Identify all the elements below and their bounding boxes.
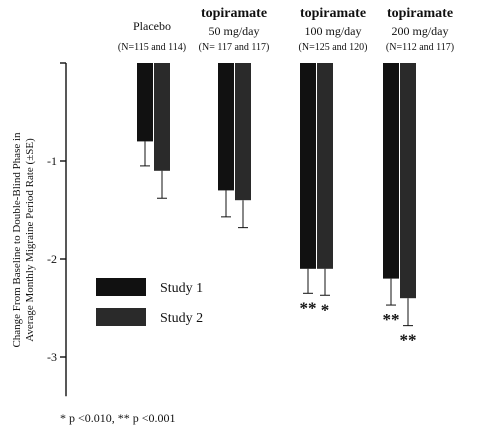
y-axis-label-line-2: Average Monthly Migraine Period Rate (±S… <box>24 138 36 342</box>
group-header-n: (N= 117 and 117) <box>199 42 270 53</box>
bar <box>137 63 153 142</box>
bar <box>317 63 333 269</box>
legend: Study 1 Study 2 <box>96 278 203 326</box>
y-axis-label-line-1: Change From Baseline to Double-Blind Pha… <box>11 132 23 348</box>
group-header-n: (N=112 and 117) <box>386 42 454 53</box>
group-header-name: topiramate <box>300 6 366 21</box>
legend-label: Study 2 <box>160 311 203 326</box>
group-header-n: (N=115 and 114) <box>118 42 186 53</box>
legend-swatch <box>96 308 146 326</box>
group-header-dose: 50 mg/day <box>209 24 260 38</box>
y-axis-label: Change From Baseline to Double-Blind Pha… <box>11 132 36 348</box>
group-header-dose: 100 mg/day <box>305 24 362 38</box>
group-header-name: Placebo <box>133 19 171 33</box>
group-header-n: (N=125 and 120) <box>299 42 368 53</box>
y-tick-label: -2 <box>47 252 57 266</box>
y-axis: -1 -2 -3 <box>47 62 67 397</box>
legend-label: Study 1 <box>160 281 203 296</box>
group-header-dose: 200 mg/day <box>392 24 449 38</box>
bar <box>383 63 399 279</box>
bar <box>218 63 234 191</box>
legend-swatch <box>96 278 146 296</box>
y-tick-label: -3 <box>47 350 57 364</box>
bars <box>137 63 416 327</box>
bar <box>235 63 251 201</box>
footnote: * p <0.010, ** p <0.001 <box>60 411 176 425</box>
significance-marker: * <box>321 300 330 319</box>
bar <box>154 63 170 171</box>
significance-marker: ** <box>400 331 417 350</box>
group-header-name: topiramate <box>387 6 453 21</box>
significance-marker: ** <box>383 310 400 329</box>
significance-marker: ** <box>300 298 317 317</box>
group-headers: Placebo (N=115 and 114) topiramate 50 mg/da… <box>118 6 454 53</box>
bar <box>400 63 416 299</box>
bar <box>300 63 316 269</box>
y-tick-label: -1 <box>47 154 57 168</box>
group-header-name: topiramate <box>201 6 267 21</box>
significance-markers: ******* <box>300 298 417 349</box>
